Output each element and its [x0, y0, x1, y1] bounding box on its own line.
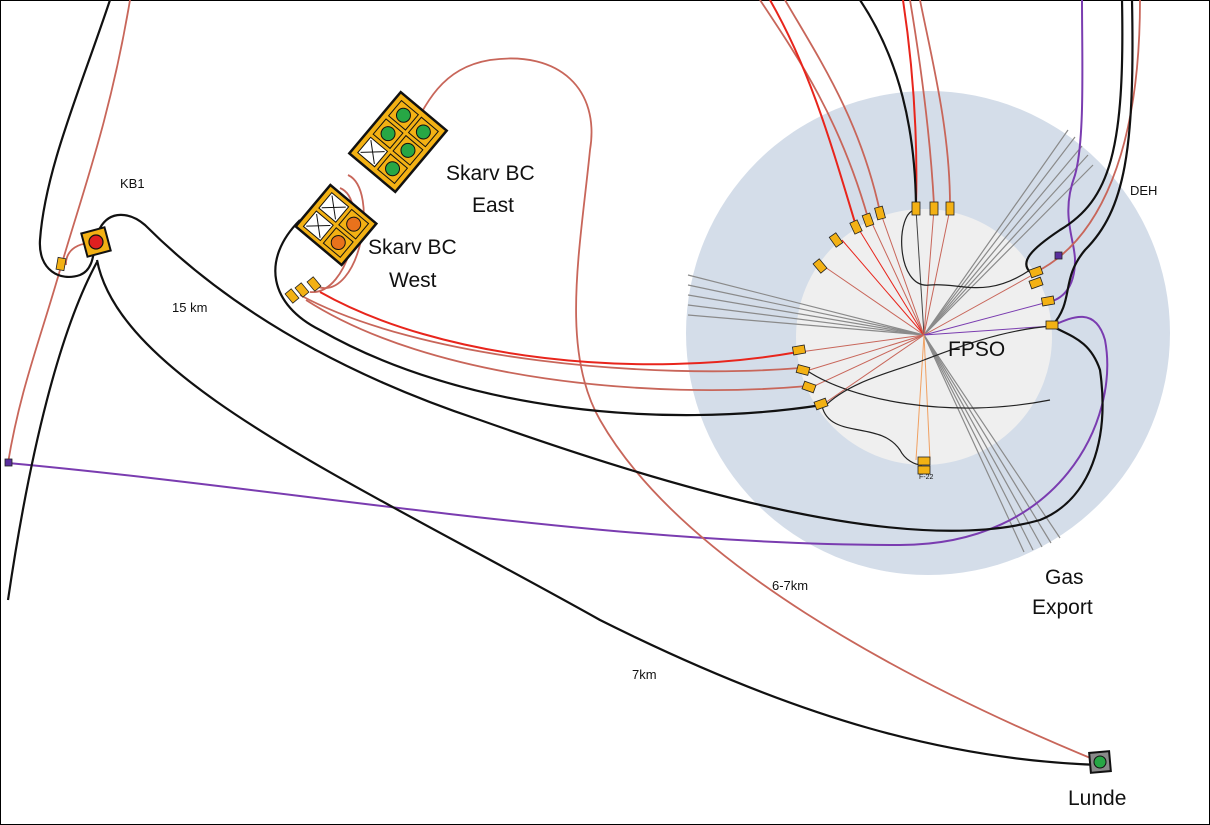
- distance-15km-label: 15 km: [172, 300, 207, 315]
- black-flowlines: [6, 0, 1134, 767]
- skarv-bc-west-label-line2: West: [389, 269, 437, 292]
- lunde-template: [1088, 750, 1112, 774]
- kb1-template: [80, 226, 112, 258]
- distance-6-7km-label: 6-7km: [772, 578, 808, 593]
- well-green-icon: [385, 161, 401, 177]
- lunde-well-icon: [1093, 755, 1107, 769]
- fpso-label: FPSO: [948, 338, 1005, 361]
- gas-export-label-line2: Export: [1032, 596, 1093, 619]
- deh-node: [1054, 251, 1063, 260]
- riser-connectors: [55, 201, 1059, 475]
- well-green-icon: [400, 142, 416, 158]
- red-flowlines: [319, 0, 918, 366]
- well-green-icon: [395, 107, 411, 123]
- skarv-bc-east-label-line1: Skarv BC: [446, 162, 535, 185]
- deh-label: DEH: [1130, 183, 1157, 198]
- skarv-bc-east-template: [347, 90, 449, 194]
- gas-export-label-line1: Gas: [1045, 566, 1084, 589]
- riser-fan: [799, 208, 1053, 461]
- skarv-bc-west-label-line1: Skarv BC: [368, 236, 457, 259]
- skarv-bc-east-label-line2: East: [472, 194, 514, 217]
- well-green-icon: [415, 124, 431, 140]
- well-orange-icon: [330, 235, 346, 251]
- purple-flowlines: [7, 0, 1109, 547]
- purple-terminal-node: [4, 458, 13, 467]
- lunde-label: Lunde: [1068, 787, 1126, 810]
- mooring-lines: [687, 129, 1094, 553]
- well-green-icon: [380, 126, 396, 142]
- kb1-label: KB1: [120, 176, 145, 191]
- distance-7km-label: 7km: [632, 667, 657, 682]
- well-orange-icon: [346, 216, 362, 232]
- skarv-bc-west-template: [293, 183, 379, 267]
- inner-jumpers: [805, 209, 1053, 466]
- riser-tag-label: F-22: [919, 474, 934, 481]
- kb1-well-icon: [88, 234, 104, 250]
